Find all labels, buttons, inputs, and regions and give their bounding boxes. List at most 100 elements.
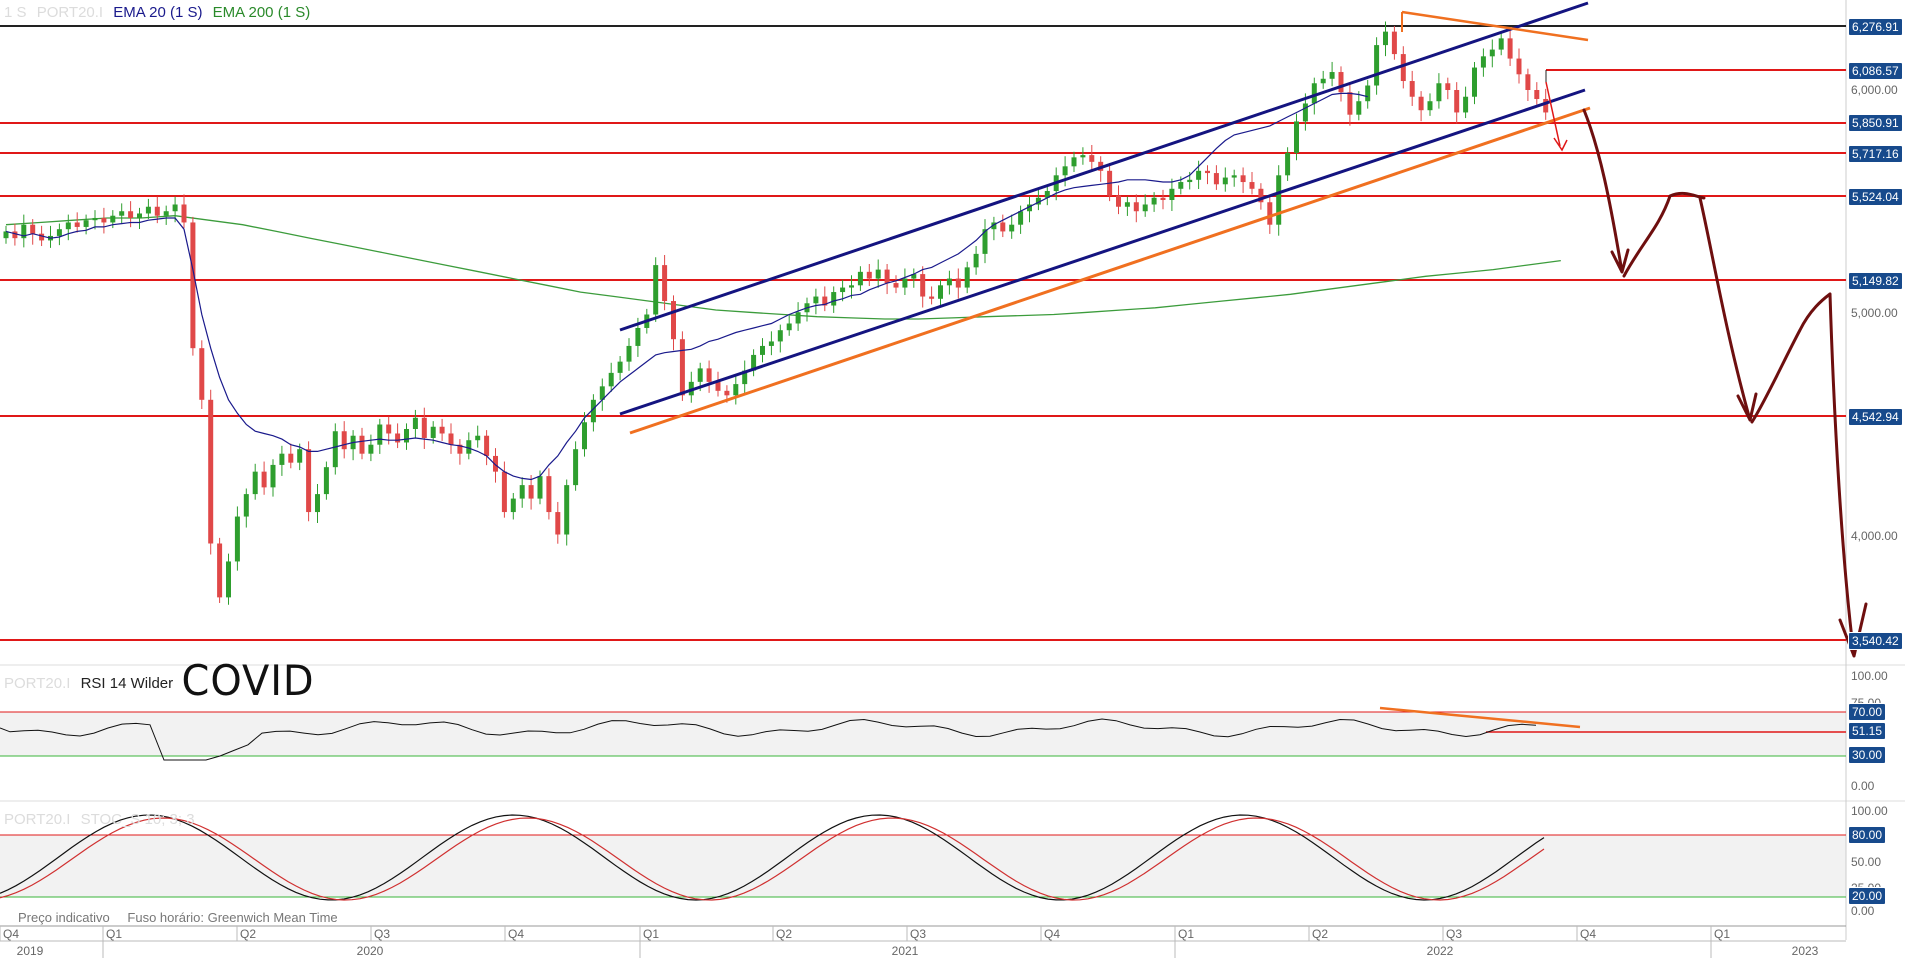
candle-body <box>555 512 561 535</box>
candle-body <box>341 431 347 450</box>
candle-body <box>332 431 338 468</box>
candle-body <box>1258 188 1264 203</box>
candle-body <box>564 485 570 535</box>
candle-body <box>849 285 854 288</box>
year-label: 2021 <box>892 944 919 958</box>
candle-body <box>1302 103 1308 122</box>
candle-body <box>12 231 18 239</box>
candle-body <box>279 453 285 465</box>
candle-body <box>1311 83 1317 104</box>
channel-lower-line <box>619 88 1586 416</box>
candle-body <box>199 348 205 400</box>
candle-body <box>1222 177 1228 185</box>
timezone-label: Fuso horário: Greenwich Mean Time <box>127 910 338 925</box>
candle-body <box>715 381 721 391</box>
candle-body <box>706 368 712 382</box>
covid-annotation: COVID <box>181 656 315 705</box>
candle-body <box>484 435 490 456</box>
candlestick-series <box>3 21 1549 605</box>
candle-body <box>359 435 365 454</box>
candle-body <box>617 361 623 373</box>
candle-body <box>1009 224 1015 232</box>
x-tick-label: Q4 <box>3 927 19 941</box>
candle-body <box>1205 170 1210 174</box>
candle-body <box>982 229 988 254</box>
candle-body <box>1035 197 1041 205</box>
candle-body <box>786 323 792 331</box>
candle-body <box>795 312 801 324</box>
legend-ema20[interactable]: EMA 20 (1 S) <box>113 4 203 21</box>
footer-note: Preço indicativo Fuso horário: Greenwich… <box>18 910 352 925</box>
x-tick-label: Q3 <box>910 927 926 941</box>
candle-body <box>1196 170 1202 180</box>
candle-body <box>679 339 685 396</box>
ema200-line-group <box>5 215 1561 320</box>
candle-body <box>1169 188 1175 201</box>
rsi-tick-label: 100.00 <box>1851 669 1888 683</box>
year-label: 2020 <box>357 944 384 958</box>
main-legend: 1 S PORT20.I EMA 20 (1 S) EMA 200 (1 S) <box>4 4 316 21</box>
rsi-tick-label: 0.00 <box>1851 779 1875 793</box>
candle-body <box>386 424 392 434</box>
rsi-70-badge: 70.00 <box>1848 703 1887 721</box>
candle-body <box>573 449 579 486</box>
candle-body <box>395 433 401 443</box>
candle-body <box>537 476 543 499</box>
candle-body <box>964 267 970 288</box>
candle-body <box>1534 90 1540 99</box>
candle-body <box>582 422 587 450</box>
candle-body <box>1436 83 1442 102</box>
candle-body <box>181 204 187 223</box>
candle-body <box>448 433 454 445</box>
stoch-k-line <box>0 814 1545 901</box>
legend-ema200[interactable]: EMA 200 (1 S) <box>212 4 311 21</box>
candle-body <box>875 269 881 279</box>
candle-body <box>154 206 160 216</box>
candle-body <box>1142 204 1148 212</box>
rsi-value-badge: 51.15 <box>1848 722 1887 740</box>
stoch-legend-symbol: PORT20.I <box>4 811 71 828</box>
x-tick-label: Q3 <box>1446 927 1462 941</box>
rsi-band <box>0 712 1846 756</box>
candle-body <box>1267 202 1273 225</box>
candle-body <box>1383 31 1388 46</box>
candle-body <box>1027 204 1032 212</box>
x-tick-label: Q3 <box>374 927 390 941</box>
ema20-line <box>5 92 1368 481</box>
candle-body <box>510 498 516 513</box>
candle-body <box>1071 157 1077 167</box>
candle-body <box>973 253 979 268</box>
candle-body <box>1409 81 1415 97</box>
level-badge: 6,276.91 <box>1848 18 1903 36</box>
candle-body <box>252 471 258 495</box>
candle-body <box>519 485 525 499</box>
candle-body <box>1516 58 1522 75</box>
candle-body <box>30 224 36 234</box>
rsi-legend-name[interactable]: RSI 14 Wilder <box>80 675 174 692</box>
rsi-trend-line <box>1379 706 1581 729</box>
candle-body <box>208 399 214 544</box>
candle-body <box>724 390 730 396</box>
candle-body <box>1347 92 1353 115</box>
stoch-d-line <box>0 817 1545 901</box>
candle-body <box>243 494 249 517</box>
candle-body <box>955 278 961 288</box>
candle-body <box>742 370 748 385</box>
candle-body <box>261 471 267 488</box>
price-tick-label: 4,000.00 <box>1851 529 1898 543</box>
candle-body <box>1116 195 1121 207</box>
candle-body <box>21 224 27 239</box>
candle-body <box>1240 175 1246 183</box>
candle-body <box>857 271 863 286</box>
candle-body <box>866 271 872 279</box>
candle-body <box>501 471 507 513</box>
candle-body <box>777 330 783 342</box>
candle-body <box>768 341 774 346</box>
candle-body <box>163 211 169 216</box>
oscillators <box>0 706 1846 901</box>
candle-body <box>884 269 890 284</box>
candle-body <box>1454 90 1460 113</box>
level-badge: 5,850.91 <box>1848 114 1903 132</box>
stoch-legend-name[interactable]: STOC_S 10; 3; 3 <box>80 811 195 828</box>
